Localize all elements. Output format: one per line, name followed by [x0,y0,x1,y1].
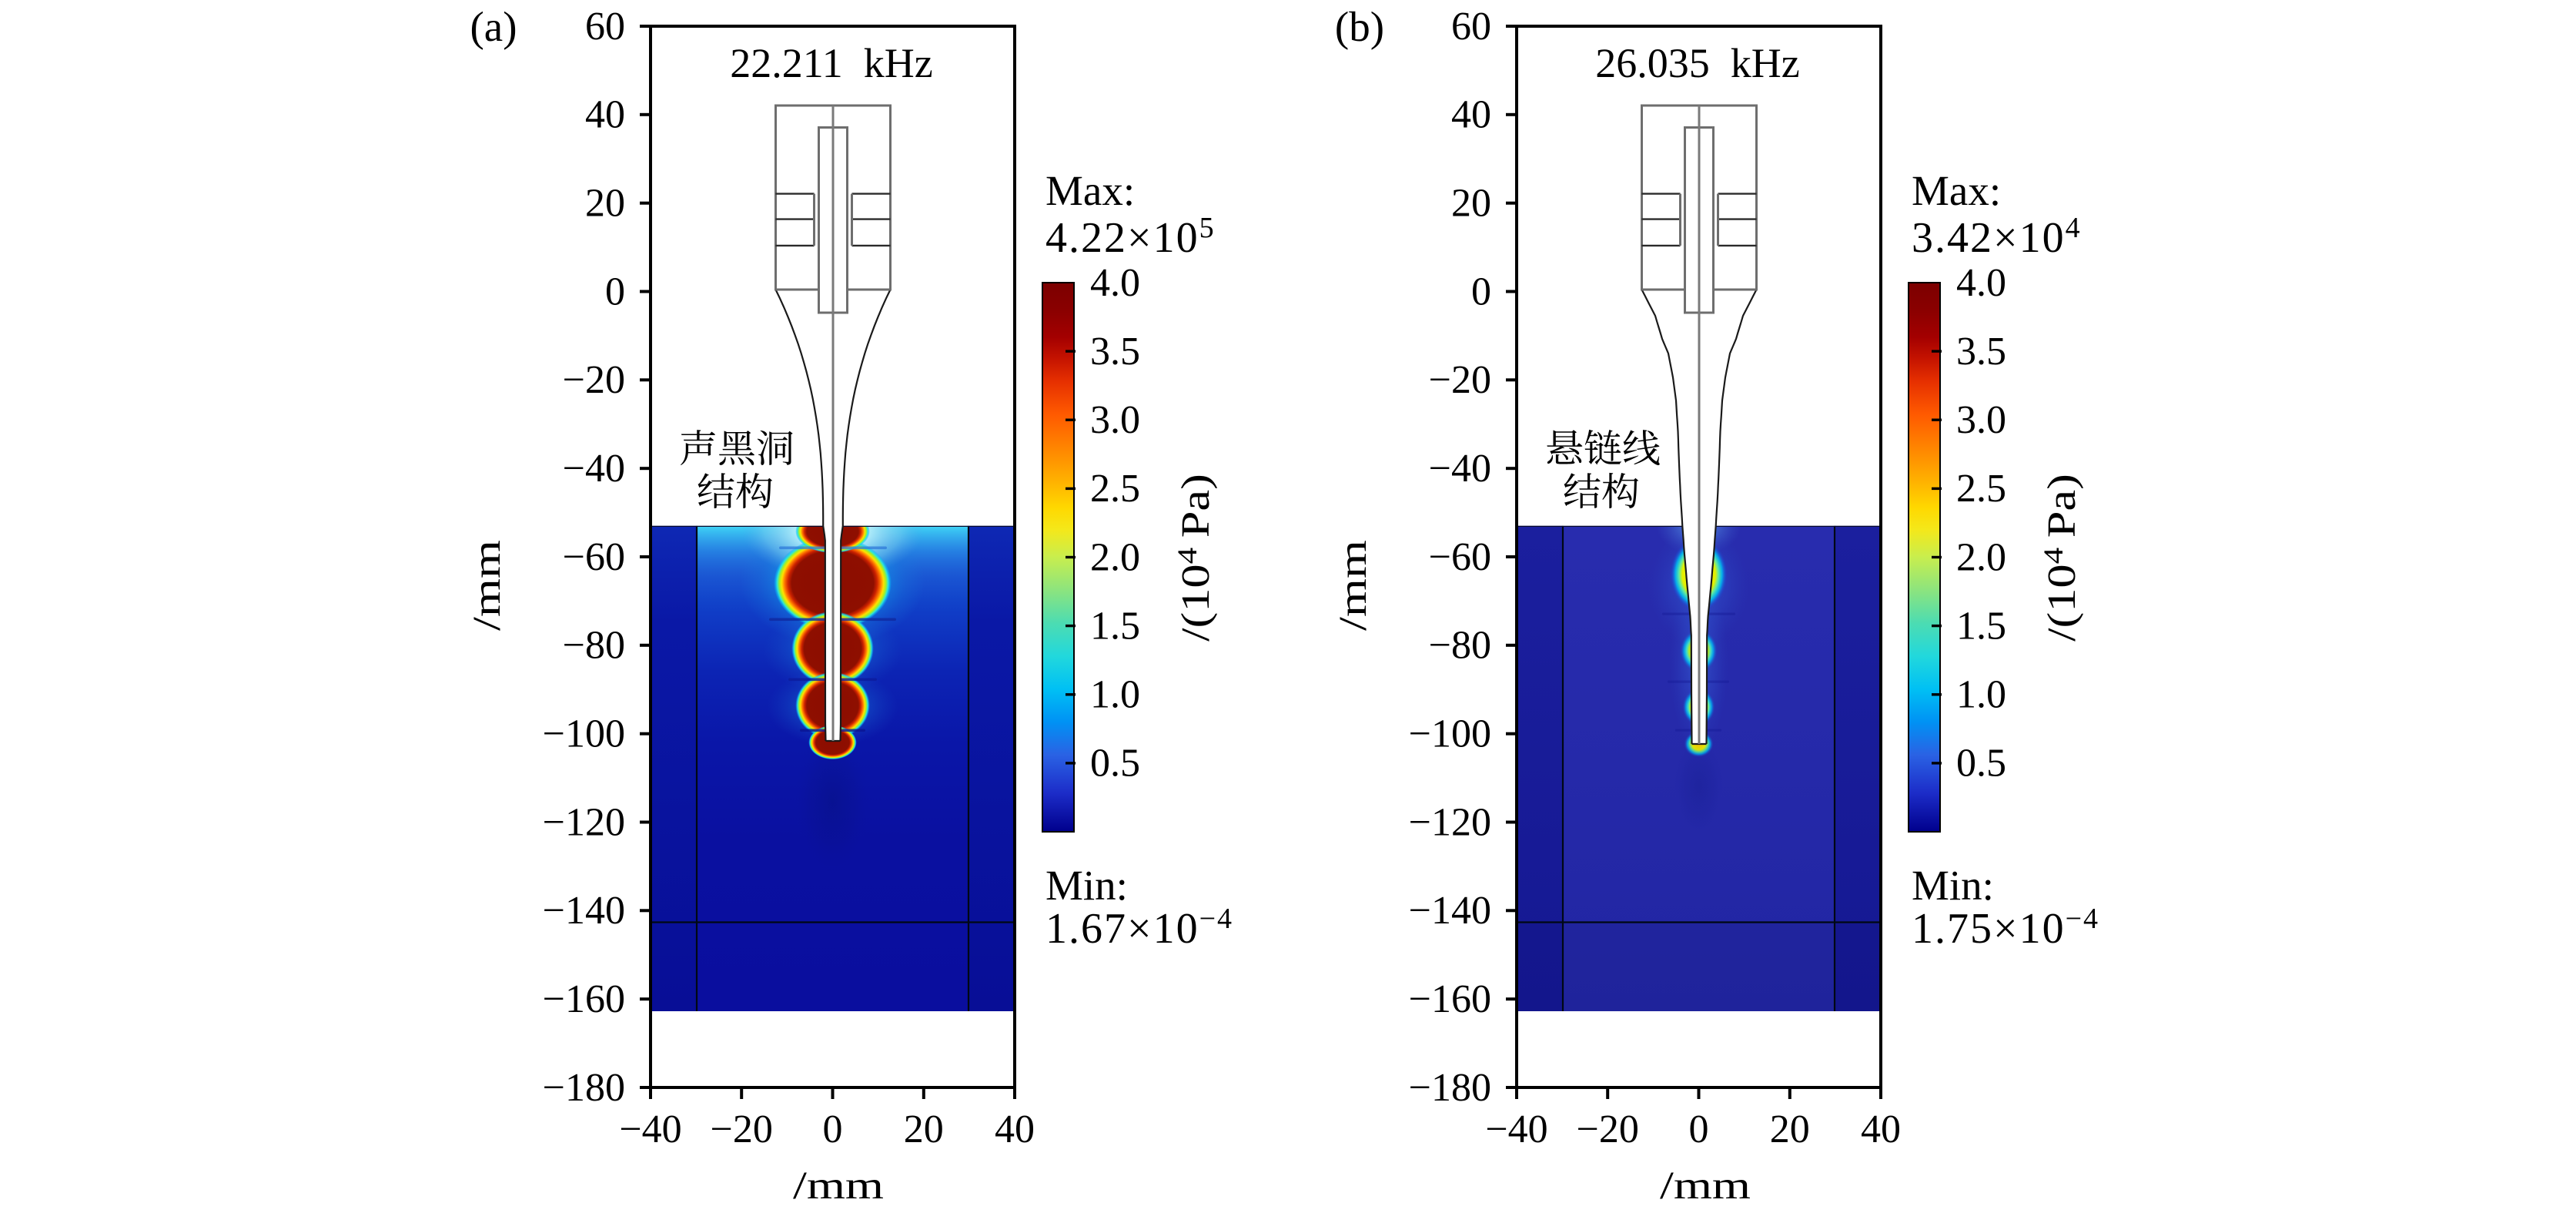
svg-text:−180: −180 [543,1066,625,1110]
svg-text:0: 0 [1689,1107,1709,1151]
svg-text:20: 20 [1451,182,1491,226]
svg-text:−60: −60 [563,535,625,579]
svg-text:3.5: 3.5 [1090,330,1140,374]
svg-text:/mm: /mm [1660,1164,1751,1208]
svg-text:−80: −80 [1429,624,1491,668]
svg-text:20: 20 [904,1107,944,1151]
svg-text:−20: −20 [563,358,625,402]
svg-text:Max:: Max: [1912,167,2001,214]
svg-text:40: 40 [1451,93,1491,137]
svg-text:−100: −100 [1409,712,1491,756]
svg-text:2.0: 2.0 [1956,535,2006,579]
svg-text:20: 20 [585,182,625,226]
svg-text:(a): (a) [470,3,517,50]
svg-text:1.5: 1.5 [1090,604,1140,648]
svg-text:4.0: 4.0 [1956,261,2006,305]
svg-text:−140: −140 [543,889,625,933]
svg-text:−20: −20 [1577,1107,1639,1151]
svg-text:−40: −40 [619,1107,681,1151]
svg-text:22.211 kHz: 22.211 kHz [730,40,932,86]
svg-text:−40: −40 [1485,1107,1547,1151]
svg-text:−160: −160 [1409,977,1491,1021]
svg-text:20: 20 [1770,1107,1810,1151]
svg-text:−60: −60 [1429,535,1491,579]
svg-text:/mm: /mm [793,1164,884,1208]
svg-text:1.0: 1.0 [1090,673,1140,717]
svg-text:−140: −140 [1409,889,1491,933]
svg-text:2.5: 2.5 [1090,467,1140,511]
svg-text:/mm: /mm [466,540,509,631]
svg-text:3.42×104: 3.42×104 [1912,212,2082,262]
svg-text:Min:: Min: [1045,862,1128,909]
svg-text:60: 60 [585,5,625,49]
svg-text:Max:: Max: [1045,167,1135,214]
svg-text:/mm: /mm [1332,540,1375,631]
svg-text:−40: −40 [1429,447,1491,491]
svg-text:−20: −20 [1429,358,1491,402]
svg-text:−180: −180 [1409,1066,1491,1110]
svg-text:0: 0 [605,270,625,313]
svg-text:40: 40 [1861,1107,1901,1151]
svg-text:1.0: 1.0 [1956,673,2006,717]
svg-text:−120: −120 [543,800,625,844]
svg-text:1.5: 1.5 [1956,604,2006,648]
svg-text:−100: −100 [543,712,625,756]
svg-text:−120: −120 [1409,800,1491,844]
svg-text:4.22×105: 4.22×105 [1045,212,1216,262]
svg-text:26.035 kHz: 26.035 kHz [1595,40,1799,86]
svg-text:0: 0 [1471,270,1491,313]
svg-text:40: 40 [585,93,625,137]
svg-text:2.0: 2.0 [1090,535,1140,579]
svg-text:2.5: 2.5 [1956,467,2006,511]
svg-text:0.5: 0.5 [1090,742,1140,786]
svg-text:−20: −20 [711,1107,773,1151]
svg-text:40: 40 [995,1107,1035,1151]
svg-text:−40: −40 [563,447,625,491]
svg-text:−160: −160 [543,977,625,1021]
svg-text:0.5: 0.5 [1956,742,2006,786]
svg-text:0: 0 [823,1107,843,1151]
svg-text:Min:: Min: [1912,862,1994,909]
svg-text:60: 60 [1451,5,1491,49]
svg-text:3.0: 3.0 [1090,398,1140,442]
svg-text:(b): (b) [1335,3,1384,50]
svg-text:3.5: 3.5 [1956,330,2006,374]
svg-text:−80: −80 [563,624,625,668]
svg-text:3.0: 3.0 [1956,398,2006,442]
svg-text:4.0: 4.0 [1090,261,1140,305]
